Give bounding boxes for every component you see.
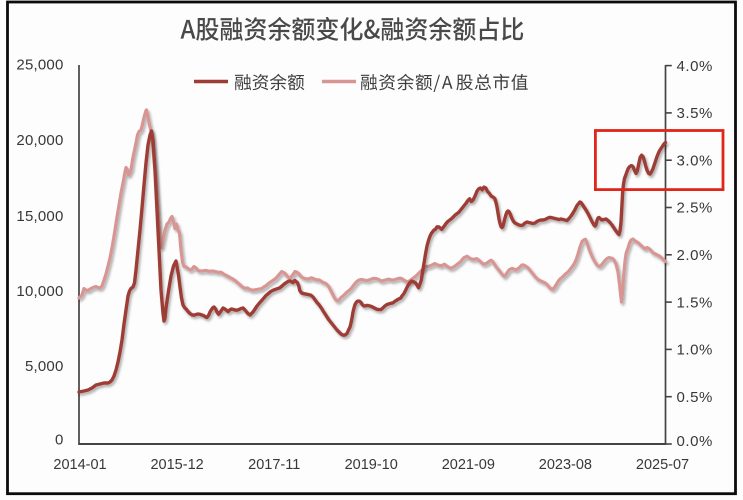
- svg-text:4.0%: 4.0%: [677, 58, 713, 75]
- svg-text:2019-10: 2019-10: [345, 457, 398, 473]
- svg-text:2.5%: 2.5%: [677, 200, 713, 217]
- svg-text:0.5%: 0.5%: [677, 389, 713, 406]
- svg-text:1.5%: 1.5%: [677, 294, 713, 311]
- svg-text:5,000: 5,000: [25, 358, 64, 375]
- svg-text:2.0%: 2.0%: [677, 247, 713, 264]
- svg-text:0: 0: [55, 432, 64, 449]
- svg-text:10,000: 10,000: [16, 283, 63, 300]
- svg-text:0.0%: 0.0%: [677, 433, 713, 450]
- svg-text:25,000: 25,000: [16, 57, 63, 74]
- svg-text:2023-08: 2023-08: [539, 457, 592, 473]
- svg-text:3.5%: 3.5%: [677, 105, 713, 122]
- svg-text:1.0%: 1.0%: [677, 342, 713, 359]
- svg-text:2015-12: 2015-12: [150, 457, 203, 473]
- svg-text:20,000: 20,000: [16, 132, 63, 149]
- svg-text:3.0%: 3.0%: [677, 152, 713, 169]
- svg-text:2017-11: 2017-11: [248, 457, 300, 473]
- svg-text:15,000: 15,000: [16, 208, 63, 225]
- svg-text:2014-01: 2014-01: [53, 457, 106, 473]
- svg-text:2025-07: 2025-07: [636, 457, 689, 473]
- svg-text:2021-09: 2021-09: [442, 457, 495, 473]
